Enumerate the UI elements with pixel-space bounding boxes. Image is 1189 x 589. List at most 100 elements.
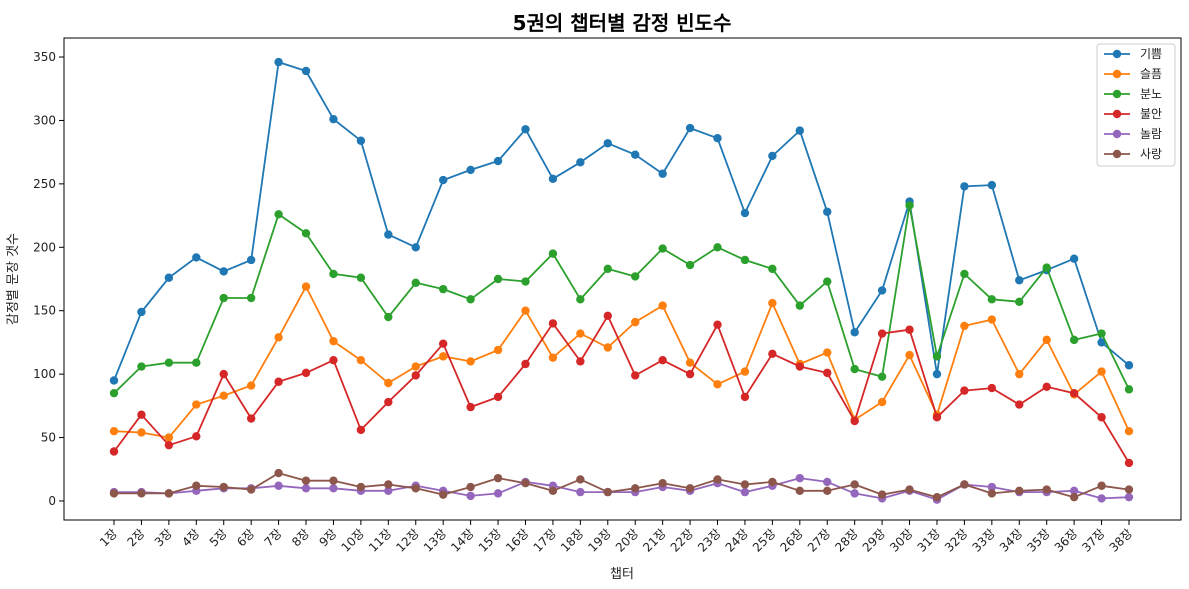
- x-tick-label: 9장: [316, 526, 339, 549]
- x-tick-label: 36장: [1052, 526, 1081, 555]
- data-point: [932, 492, 942, 502]
- data-point: [466, 402, 475, 412]
- x-tick-label: 3장: [152, 526, 175, 549]
- y-tick-label: 200: [33, 240, 56, 254]
- data-point: [137, 489, 146, 498]
- data-point: [137, 362, 146, 371]
- data-point: [850, 328, 859, 337]
- data-point: [932, 352, 942, 361]
- x-tick-label: 24장: [723, 526, 752, 555]
- y-axis-label: 감정별 문장 갯수: [6, 233, 21, 325]
- data-point: [356, 482, 366, 492]
- y-axis: 0 50 100 150 200 250 300 350: [33, 50, 64, 508]
- data-point: [987, 315, 997, 324]
- legend-frame: [1096, 43, 1176, 167]
- data-point: [411, 243, 420, 252]
- data-point: [438, 339, 448, 348]
- data-point: [411, 362, 420, 371]
- data-point: [658, 355, 667, 365]
- data-point: [219, 267, 228, 276]
- data-point: [1124, 458, 1134, 468]
- data-point: [960, 269, 969, 279]
- data-point: [768, 477, 777, 487]
- data-point: [246, 293, 256, 303]
- data-point: [109, 376, 119, 385]
- legend-item: 불안: [1104, 107, 1162, 121]
- data-point: [384, 312, 393, 322]
- data-point: [631, 272, 640, 281]
- x-tick-label: 20장: [613, 526, 642, 555]
- data-point: [631, 371, 640, 380]
- x-tick-label: 21장: [640, 526, 669, 555]
- data-point: [823, 277, 832, 286]
- data-point: [329, 476, 338, 485]
- data-point: [109, 388, 119, 398]
- data-point: [1015, 400, 1024, 409]
- legend-label: 놀람: [1140, 127, 1162, 141]
- data-point: [576, 295, 585, 304]
- data-point: [356, 273, 366, 282]
- data-point: [631, 150, 640, 159]
- x-tick-label: 11장: [366, 526, 395, 555]
- data-point: [987, 383, 997, 393]
- data-point: [877, 372, 887, 381]
- data-point: [1124, 492, 1134, 502]
- data-point: [850, 416, 859, 426]
- data-point: [301, 476, 311, 485]
- data-point: [795, 473, 805, 483]
- data-point: [274, 481, 283, 490]
- data-point: [1097, 367, 1106, 376]
- data-point: [713, 134, 722, 143]
- data-point: [987, 482, 997, 492]
- data-point: [274, 468, 283, 478]
- data-point: [905, 325, 914, 334]
- x-tick-label: 13장: [421, 526, 450, 555]
- data-point: [768, 349, 777, 359]
- data-point: [713, 380, 722, 389]
- data-point: [987, 180, 997, 190]
- data-point: [1124, 361, 1134, 370]
- y-tick-label: 50: [41, 431, 56, 445]
- data-point: [685, 358, 695, 367]
- data-point: [356, 355, 366, 365]
- x-tick-label: 12장: [393, 526, 422, 555]
- x-tick-label: 1장: [97, 526, 120, 549]
- data-point: [246, 485, 256, 494]
- data-point: [713, 475, 722, 484]
- data-point: [274, 210, 283, 219]
- data-point: [109, 447, 119, 456]
- data-point: [740, 487, 750, 497]
- data-point: [466, 295, 475, 304]
- x-tick-label: 27장: [805, 526, 834, 555]
- data-point: [905, 485, 914, 494]
- data-point: [192, 432, 201, 441]
- legend-item: 슬픔: [1104, 67, 1162, 81]
- data-point: [219, 482, 228, 492]
- data-point: [164, 358, 174, 367]
- data-point: [850, 480, 859, 489]
- data-point: [795, 126, 805, 135]
- legend-item: 분노: [1104, 87, 1162, 101]
- x-tick-label: 7장: [262, 526, 285, 549]
- x-tick-label: 23장: [695, 526, 724, 555]
- y-tick-label: 300: [33, 113, 56, 127]
- data-point: [603, 311, 612, 320]
- y-tick-label: 100: [33, 367, 56, 381]
- data-point: [164, 273, 174, 282]
- data-point: [329, 336, 338, 346]
- data-point: [576, 487, 585, 497]
- data-point: [493, 489, 503, 498]
- data-point: [576, 475, 585, 484]
- legend-label: 슬픔: [1140, 67, 1162, 81]
- data-point: [1097, 338, 1106, 347]
- x-tick-label: 5장: [207, 526, 230, 549]
- data-point: [301, 282, 311, 291]
- data-point: [932, 369, 942, 379]
- y-tick-label: 0: [48, 494, 56, 508]
- data-point: [576, 158, 585, 167]
- data-point: [301, 229, 311, 238]
- data-point: [740, 208, 750, 218]
- data-point: [1042, 263, 1051, 272]
- series-1: [109, 57, 1134, 385]
